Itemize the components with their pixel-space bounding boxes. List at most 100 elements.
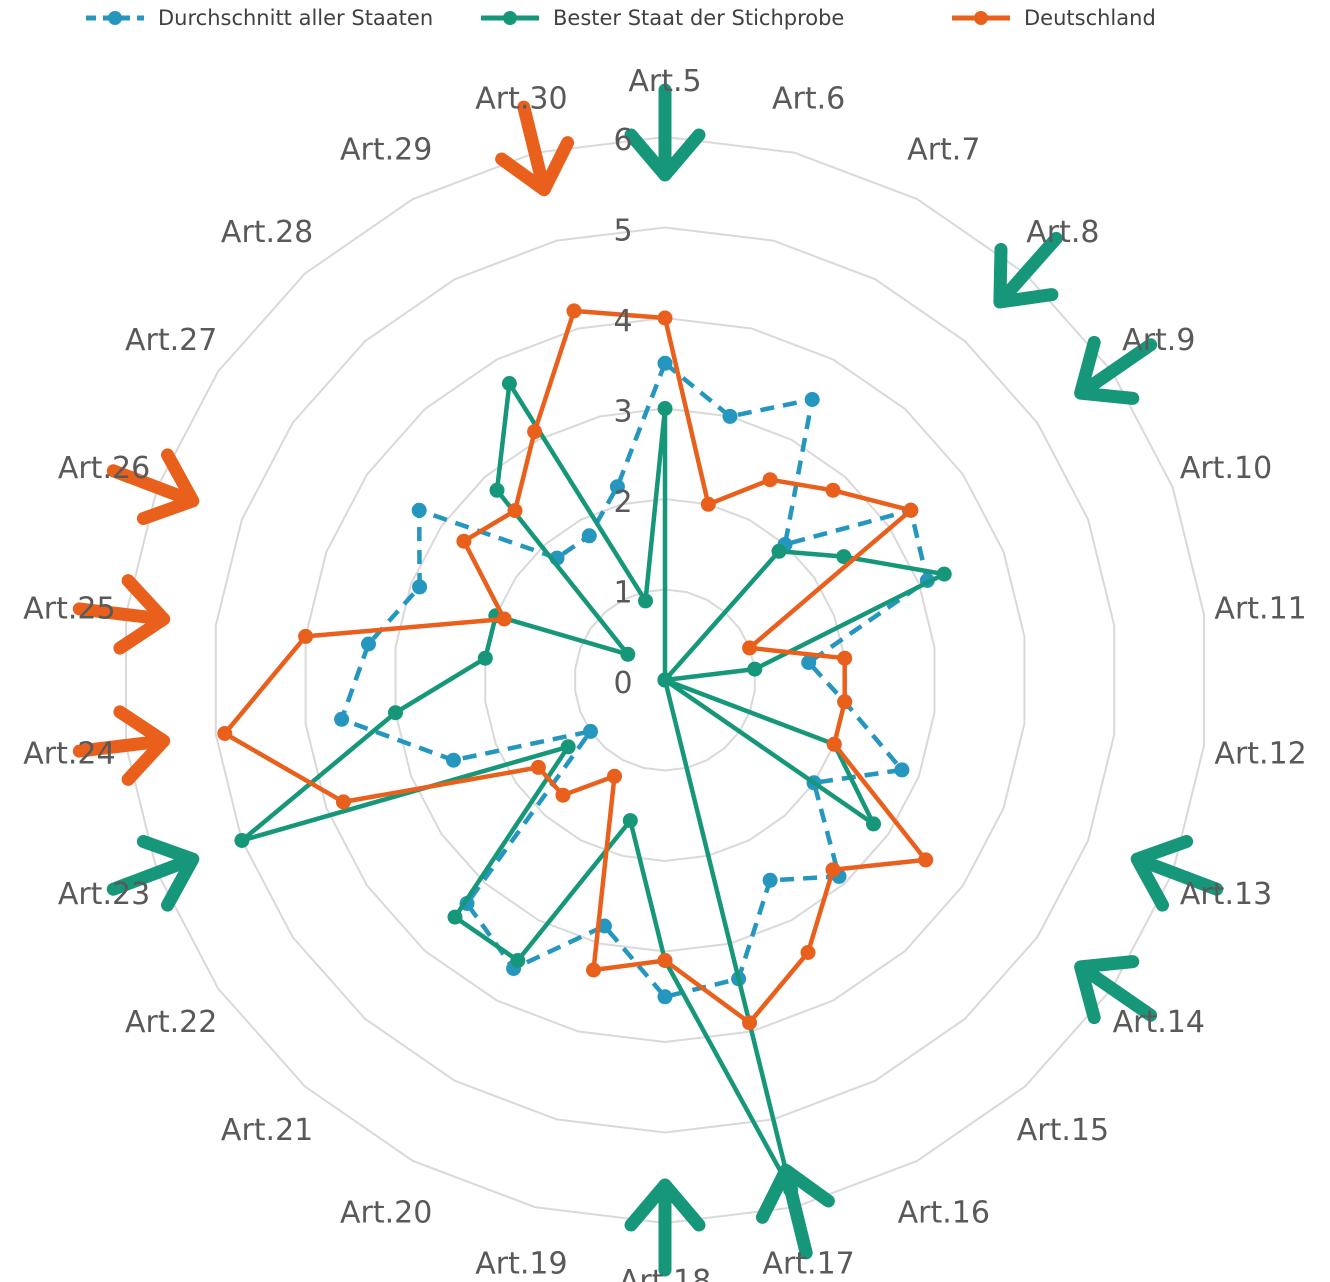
axis-label: Art.15	[1017, 1113, 1109, 1148]
axis-label: Art.13	[1180, 877, 1272, 912]
category-labels: Art.5 Art.6 Art.7 Art.8 Art.9 Art.10 Art.11 Art…	[23, 64, 1307, 1282]
legend-swatch-average	[86, 11, 144, 25]
annotation-arrow	[495, 100, 575, 197]
grid-ring	[214, 226, 1116, 1134]
data-point	[866, 816, 881, 832]
data-point	[586, 962, 601, 978]
data-point	[530, 759, 546, 775]
radial-tick-label: 3	[613, 395, 632, 430]
data-point	[762, 472, 778, 488]
data-point	[638, 593, 653, 609]
data-point	[700, 496, 716, 512]
legend-label-average: Durchschnitt aller Staaten	[158, 6, 434, 30]
axis-label: Art.30	[475, 81, 567, 116]
legend-item-average: Durchschnitt aller Staaten	[84, 4, 433, 32]
data-point	[620, 646, 636, 662]
data-point	[800, 945, 816, 960]
axis-label: Art.26	[58, 451, 150, 486]
data-point	[411, 502, 427, 518]
axis-label: Art.23	[58, 877, 150, 912]
data-point	[903, 502, 919, 518]
data-point	[388, 705, 403, 721]
annotation-arrow	[624, 83, 706, 182]
axis-label: Art.10	[1180, 451, 1272, 486]
axis-label: Art.7	[907, 133, 980, 168]
grid-ring	[304, 316, 1026, 1044]
data-point	[583, 723, 598, 739]
annotation-arrow	[1074, 335, 1158, 405]
annotation-arrow	[1074, 955, 1158, 1025]
radial-tick-label: 2	[613, 485, 632, 520]
data-point	[783, 1182, 799, 1198]
axis-label: Art.16	[898, 1195, 990, 1230]
data-point	[456, 533, 472, 549]
data-point	[801, 655, 817, 670]
data-point	[657, 953, 673, 968]
annotation-arrow	[72, 574, 171, 655]
data-point	[804, 392, 820, 407]
data-point	[581, 528, 597, 544]
data-point	[446, 752, 461, 768]
data-point	[657, 355, 673, 371]
legend-swatch-germany	[952, 11, 1010, 25]
data-point	[747, 661, 763, 677]
axis-label: Art.20	[340, 1195, 432, 1230]
axis-label: Art.29	[340, 133, 432, 168]
data-point	[527, 424, 543, 440]
data-point	[335, 794, 351, 810]
data-point	[412, 579, 428, 595]
data-point	[837, 694, 853, 710]
radial-tick-label: 1	[613, 576, 632, 611]
data-point	[742, 1015, 757, 1031]
data-point	[496, 611, 512, 627]
axis-label: Art.28	[221, 215, 313, 250]
series-line	[339, 361, 930, 1000]
annotation-arrow	[755, 1163, 835, 1260]
axis-label: Art.22	[125, 1005, 217, 1040]
data-point	[936, 566, 952, 582]
data-point	[501, 376, 517, 391]
data-point	[555, 787, 571, 803]
annotation-arrows	[72, 83, 1224, 1277]
axis-label: Art.25	[23, 592, 115, 627]
annotation-arrow	[993, 231, 1063, 309]
data-point	[510, 953, 526, 968]
annotation-arrow	[106, 448, 200, 525]
data-point	[657, 989, 673, 1005]
radial-tick-label: 0	[613, 666, 632, 701]
annotation-arrow	[624, 1178, 706, 1277]
radial-tick-label: 5	[613, 214, 632, 249]
data-point	[566, 303, 582, 319]
annotation-arrow	[72, 705, 171, 786]
data-point	[234, 833, 250, 848]
data-point	[657, 672, 673, 688]
data-point	[477, 650, 493, 666]
data-point	[722, 408, 738, 424]
annotation-arrow	[1130, 835, 1224, 912]
legend-item-best: Bester Staat der Stichprobe	[479, 4, 844, 32]
data-point	[447, 909, 463, 925]
annotation-arrow	[106, 835, 200, 912]
axis-label: Art.19	[475, 1247, 567, 1282]
data-point	[657, 401, 673, 416]
radial-tick-label: 4	[613, 304, 632, 339]
data-point	[742, 640, 758, 656]
data-point	[826, 736, 842, 752]
data-point	[361, 636, 376, 652]
data-point	[507, 503, 523, 519]
data-point	[489, 482, 505, 498]
axis-label: Art.12	[1214, 736, 1306, 771]
data-point	[657, 310, 673, 326]
data-point	[622, 813, 638, 829]
data-point	[609, 479, 625, 495]
legend-label-germany: Deutschland	[1024, 6, 1156, 30]
axis-label: Art.11	[1214, 592, 1306, 627]
data-point	[771, 543, 787, 559]
series-1	[234, 376, 952, 1198]
axis-label: Art.6	[772, 81, 845, 116]
radar-series	[217, 303, 952, 1198]
axis-label: Art.5	[628, 64, 701, 99]
axis-label: Art.21	[221, 1113, 313, 1148]
data-point	[825, 482, 841, 498]
